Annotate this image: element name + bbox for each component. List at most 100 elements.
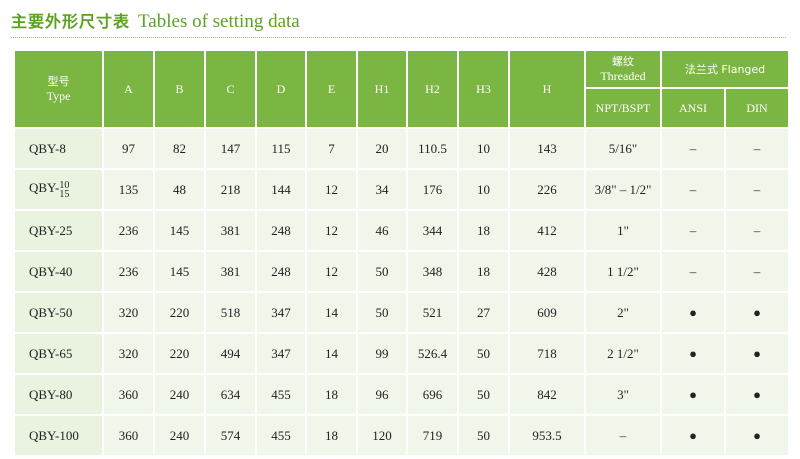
cell-d: 248 — [255, 209, 307, 252]
cell-b: 48 — [153, 168, 206, 211]
cell-type: QBY- 10 15 — [13, 168, 104, 211]
cell-ansi: – — [660, 209, 726, 252]
header-ansi: ANSI — [660, 87, 726, 129]
header-type: 型号 Type — [13, 49, 104, 129]
cell-h2: 176 — [406, 168, 459, 211]
filled-dot-icon: ● — [753, 427, 761, 443]
type-label: QBY-80 — [29, 386, 73, 402]
cell-npt: 5/16" — [584, 127, 662, 170]
filled-dot-icon: ● — [753, 304, 761, 320]
cell-h1: 50 — [356, 250, 408, 293]
cell-npt: 2" — [584, 291, 662, 334]
cell-b: 240 — [153, 414, 206, 457]
cell-type: QBY-65 — [13, 332, 104, 375]
filled-dot-icon: ● — [689, 386, 697, 402]
cell-h: 428 — [508, 250, 586, 293]
cell-h3: 18 — [457, 250, 510, 293]
type-label: QBY-8 — [29, 140, 66, 156]
table-row: QBY- 10 15 135 48 218 144 12 34 176 10 226 3/8" – 1/… — [13, 168, 791, 211]
cell-d: 115 — [255, 127, 307, 170]
cell-h1: 34 — [356, 168, 408, 211]
cell-a: 360 — [102, 414, 155, 457]
type-label: QBY- — [29, 180, 60, 196]
type-label: QBY-65 — [29, 345, 73, 361]
cell-d: 248 — [255, 250, 307, 293]
type-fraction-top: 10 — [59, 179, 70, 191]
cell-din: – — [723, 127, 791, 170]
table-row: QBY-100 360 240 574 455 18 120 719 50 953.5– ● ● — [13, 414, 791, 457]
cell-h2: 110.5 — [406, 127, 459, 170]
cell-h1: 50 — [356, 291, 408, 334]
cell-h1: 99 — [356, 332, 408, 375]
table-row: QBY-50 320 220 518 347 14 50 521 27 609 2" ● ● — [13, 291, 791, 334]
type-fraction-bottom: 15 — [59, 188, 70, 200]
cell-h1: 46 — [356, 209, 408, 252]
dash-mark: – — [689, 140, 697, 156]
cell-type: QBY-25 — [13, 209, 104, 252]
filled-dot-icon: ● — [689, 345, 697, 361]
header-h: H — [508, 49, 586, 129]
table-row: QBY-40 236 145 381 248 12 50 348 18 428 1 1/2" – – — [13, 250, 791, 293]
cell-e: 7 — [305, 127, 358, 170]
cell-h: 842 — [508, 373, 586, 416]
header-c: C — [204, 49, 257, 129]
page-title: 主要外形尺寸表 Tables of setting data — [11, 8, 300, 36]
cell-din: ● — [723, 414, 791, 457]
cell-e: 12 — [305, 168, 358, 211]
cell-h2: 696 — [406, 373, 459, 416]
cell-h2: 348 — [406, 250, 459, 293]
cell-c: 494 — [204, 332, 257, 375]
cell-din: ● — [723, 373, 791, 416]
cell-type: QBY-100 — [13, 414, 104, 457]
cell-b: 220 — [153, 332, 206, 375]
cell-h1: 120 — [356, 414, 408, 457]
cell-din: – — [723, 250, 791, 293]
type-fraction: 10 15 — [59, 179, 70, 200]
header-type-en: Type — [46, 89, 71, 103]
cell-type: QBY-8 — [13, 127, 104, 170]
cell-d: 347 — [255, 291, 307, 334]
cell-h3: 10 — [457, 168, 510, 211]
cell-h2: 344 — [406, 209, 459, 252]
cell-npt: 1 1/2" — [584, 250, 662, 293]
table-row: QBY-8 97 82 147 115 7 20 110.5 10 143 5/16" – – — [13, 127, 791, 170]
cell-ansi: – — [660, 168, 726, 211]
cell-ansi: ● — [660, 373, 726, 416]
cell-h: 143 — [508, 127, 586, 170]
title-divider — [11, 37, 786, 38]
type-label: QBY-40 — [29, 263, 73, 279]
cell-h: 609 — [508, 291, 586, 334]
dash-mark: – — [753, 140, 761, 156]
cell-d: 144 — [255, 168, 307, 211]
dash-mark: – — [753, 181, 761, 197]
header-din: DIN — [723, 87, 791, 129]
cell-e: 12 — [305, 250, 358, 293]
cell-h3: 50 — [457, 373, 510, 416]
header-h2: H2 — [406, 49, 459, 129]
header-threaded-en: Threaded — [600, 69, 646, 83]
filled-dot-icon: ● — [753, 345, 761, 361]
cell-h1: 20 — [356, 127, 408, 170]
cell-e: 18 — [305, 414, 358, 457]
cell-b: 240 — [153, 373, 206, 416]
header-d: D — [255, 49, 307, 129]
dash-mark: – — [753, 263, 761, 279]
cell-d: 347 — [255, 332, 307, 375]
cell-h2: 521 — [406, 291, 459, 334]
cell-b: 145 — [153, 250, 206, 293]
cell-npt: – — [584, 414, 662, 457]
cell-a: 236 — [102, 250, 155, 293]
type-label: QBY-50 — [29, 304, 73, 320]
header-type-cn: 型号 — [47, 75, 70, 88]
cell-npt: 3/8" – 1/2" — [584, 168, 662, 211]
cell-h: 412 — [508, 209, 586, 252]
cell-e: 14 — [305, 332, 358, 375]
table-row: QBY-65 320 220 494 347 14 99 526.4 50 718 2 1/2" ● ● — [13, 332, 791, 375]
cell-din: – — [723, 168, 791, 211]
type-label: QBY-100 — [29, 427, 79, 443]
cell-a: 135 — [102, 168, 155, 211]
cell-npt: 3" — [584, 373, 662, 416]
cell-a: 320 — [102, 332, 155, 375]
dimensions-table: 型号 Type A B C D E H1 H2 H3 H 螺纹 Threaded… — [13, 49, 791, 457]
cell-a: 320 — [102, 291, 155, 334]
